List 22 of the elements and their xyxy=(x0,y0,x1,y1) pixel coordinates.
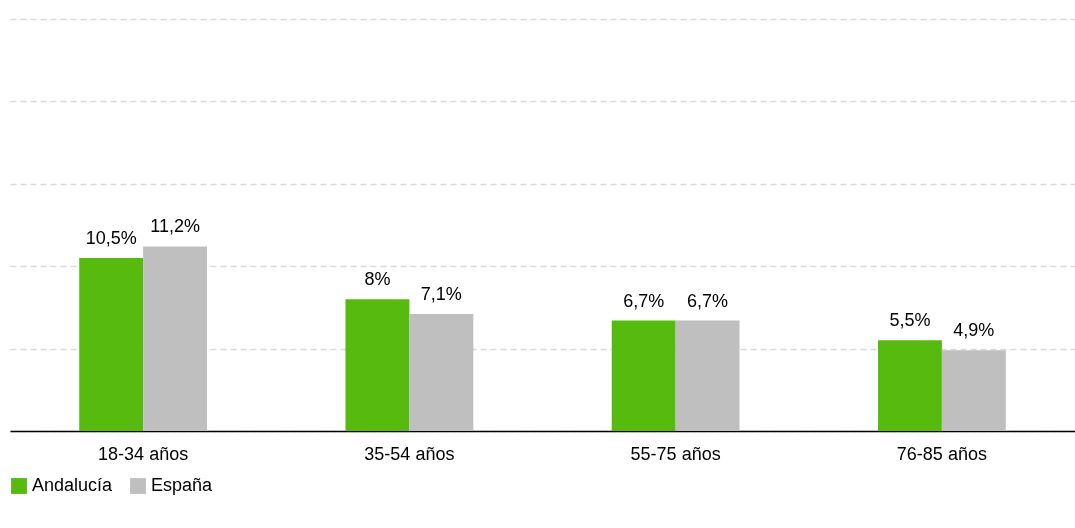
data-label: 10,5% xyxy=(85,227,137,248)
data-label: 11,2% xyxy=(150,216,200,237)
data-label: 5,5% xyxy=(889,310,931,331)
data-label: 6,7% xyxy=(687,290,729,311)
bar xyxy=(877,340,942,431)
bar xyxy=(345,299,410,431)
data-label: 7,1% xyxy=(420,283,462,304)
bar xyxy=(611,320,676,431)
data-label: 4,9% xyxy=(953,320,995,341)
bar xyxy=(79,257,144,431)
data-label: 6,7% xyxy=(623,290,665,311)
bar xyxy=(941,350,1006,431)
x-tick-label: 76-85 años xyxy=(896,443,987,464)
x-tick-label: 55-75 años xyxy=(630,443,721,464)
x-tick-label: 35-54 años xyxy=(364,443,455,464)
x-tick-label: 18-34 años xyxy=(98,443,189,464)
data-label: 8% xyxy=(364,269,391,290)
bar xyxy=(675,320,740,431)
legend-label: Andalucía xyxy=(32,475,114,495)
legend-label: España xyxy=(151,475,214,495)
bar xyxy=(409,313,474,431)
bar xyxy=(143,246,208,431)
